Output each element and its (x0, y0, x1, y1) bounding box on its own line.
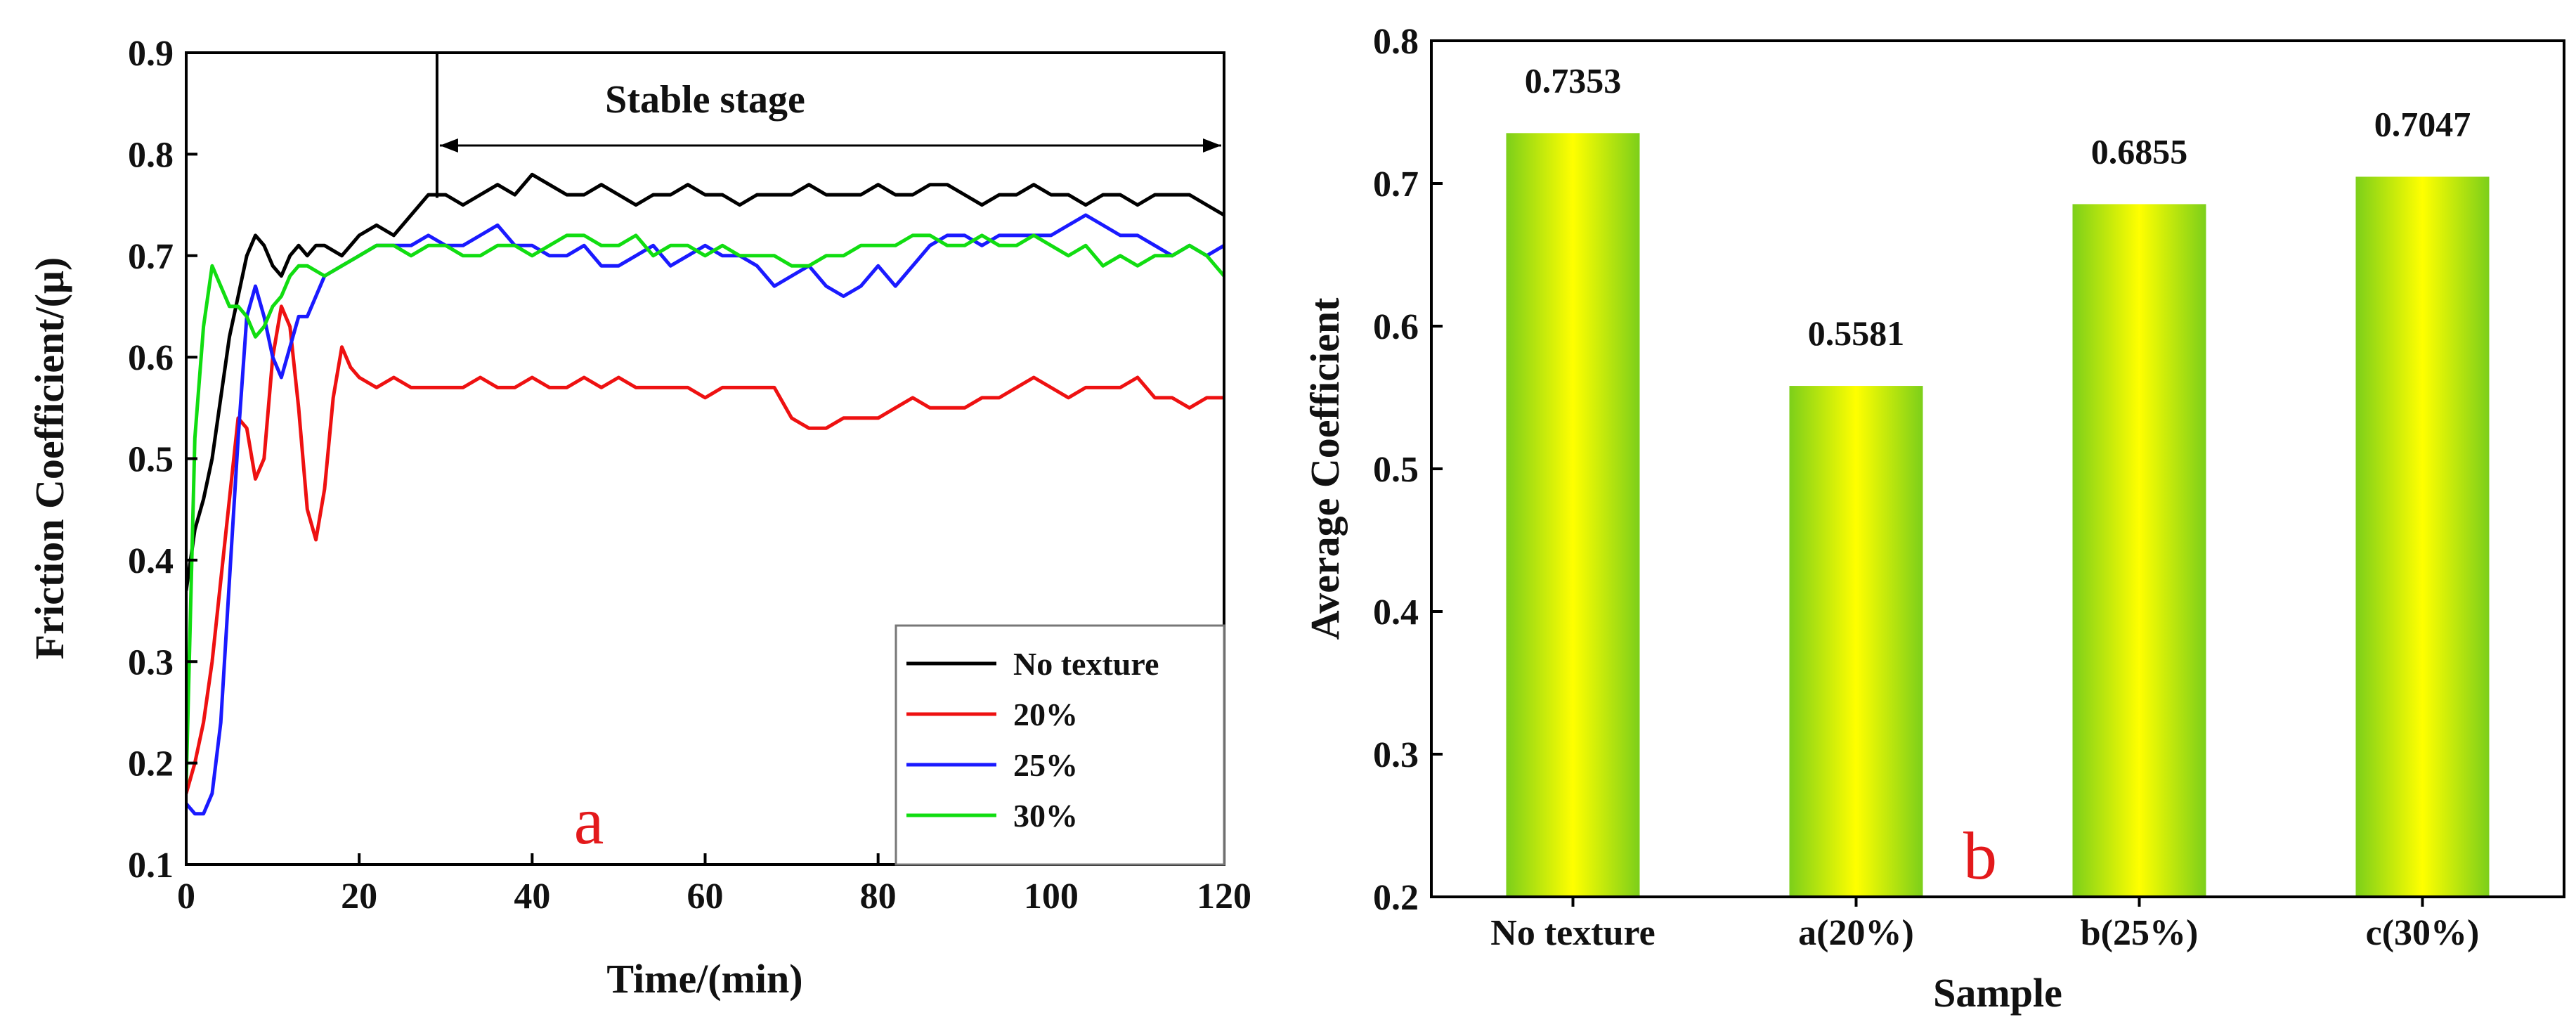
x-tick-label: 0 (177, 876, 195, 917)
stable-stage-annotation: Stable stage (435, 53, 1221, 198)
y-tick-label: 0.2 (128, 744, 174, 784)
x-category-label: b(25%) (2081, 913, 2199, 953)
legend-label: 20% (1013, 697, 1078, 732)
legend: No texture 20% 25% 30% (895, 624, 1225, 866)
y-tick-label: 0.7 (128, 237, 174, 277)
panel-label-b: b (1963, 818, 1997, 893)
bar-value-label: 0.5581 (1808, 313, 1905, 353)
series-line-3 (186, 213, 1224, 816)
x-tick-label: 40 (514, 876, 550, 917)
legend-label: No texture (1013, 646, 1159, 682)
x-tick-label: 120 (1197, 876, 1251, 917)
legend-box (895, 624, 1225, 866)
bar (2355, 176, 2490, 898)
y-tick-label: 0.6 (1373, 307, 1419, 347)
series-line-4 (186, 233, 1224, 784)
y-tick-label: 0.4 (1373, 593, 1419, 633)
y-tick-label: 0.8 (128, 135, 174, 175)
bar-chart-panel: 0.7353 0.5581 0.6855 0.7047 0.2 0.3 0.4 0.5 0.6… (1302, 22, 2565, 1016)
line-chart-panel: 0 20 40 60 80 100 120 0.1 0.2 0.3 0.4 0.5 0.6 0.7 0.8 0… (27, 34, 1251, 1002)
y-tick-label: 0.7 (1373, 164, 1419, 205)
x-tick-label: 100 (1024, 876, 1079, 917)
legend-label: 25% (1013, 747, 1078, 783)
panel-label-a: a (574, 783, 604, 858)
x-tick-label: 60 (687, 876, 724, 917)
y-axis-title: Average Coefficient (1302, 297, 1348, 640)
series-line-1 (186, 172, 1224, 591)
y-tick-label: 0.1 (128, 846, 174, 886)
y-tick-label: 0.2 (1373, 878, 1419, 918)
bar-value-label: 0.6855 (2091, 131, 2188, 171)
bar-value-label: 0.7353 (1525, 60, 1622, 100)
arrow-head-left (439, 138, 458, 153)
x-axis-title: Time/(min) (606, 956, 802, 1002)
y-tick-label: 0.3 (1373, 735, 1419, 775)
x-axis-title: Sample (1933, 970, 2062, 1016)
y-axis-title: Friction Coefficient/(μ) (27, 257, 72, 659)
stable-stage-label: Stable stage (605, 78, 805, 122)
y-tick-label: 0.8 (1373, 22, 1419, 62)
y-tick-label: 0.5 (128, 440, 174, 480)
y-tick-label: 0.4 (128, 541, 174, 581)
x-tick-label: 80 (860, 876, 897, 917)
x-category-label: No texture (1490, 913, 1655, 953)
y-tick-label: 0.5 (1373, 450, 1419, 490)
arrow-head-right (1203, 138, 1221, 153)
y-tick-label: 0.3 (128, 642, 174, 682)
bar (2072, 204, 2206, 897)
series-line-2 (186, 304, 1224, 794)
legend-label: 30% (1013, 798, 1078, 834)
y-tick-label: 0.9 (128, 34, 174, 74)
bar (1789, 386, 1923, 897)
x-tick-label: 20 (341, 876, 377, 917)
x-category-label: a(20%) (1798, 913, 1914, 953)
bar (1506, 133, 1640, 897)
x-category-label: c(30%) (2366, 913, 2480, 953)
bar-value-label: 0.7047 (2374, 104, 2471, 143)
y-tick-label: 0.6 (128, 338, 174, 378)
